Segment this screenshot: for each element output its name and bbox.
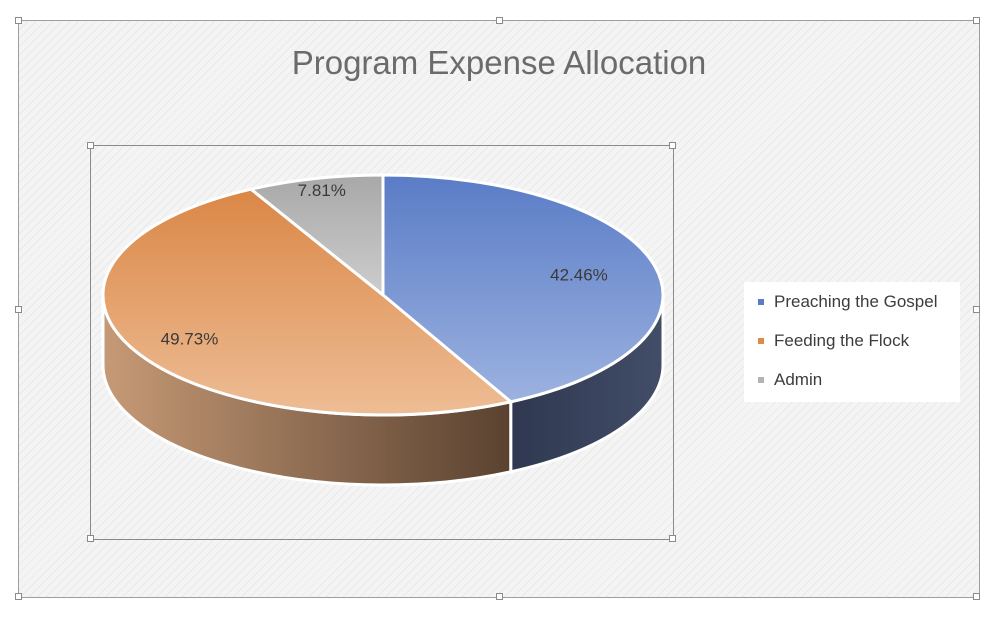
resize-handle-left[interactable] — [15, 306, 22, 313]
resize-handle-right[interactable] — [973, 306, 980, 313]
legend-swatch-admin — [758, 377, 764, 383]
plot-handle-top-right[interactable] — [669, 142, 676, 149]
resize-handle-top-left[interactable] — [15, 17, 22, 24]
legend[interactable]: Preaching the Gospel Feeding the Flock A… — [744, 282, 960, 402]
data-label-preaching-the-gospel: 42.46% — [550, 266, 608, 285]
resize-handle-top-right[interactable] — [973, 17, 980, 24]
resize-handle-bottom-left[interactable] — [15, 593, 22, 600]
legend-label-admin: Admin — [774, 370, 823, 389]
data-label-admin: 7.81% — [298, 181, 346, 200]
resize-handle-top[interactable] — [496, 17, 503, 24]
resize-handle-bottom[interactable] — [496, 593, 503, 600]
pie-slice-admin[interactable] — [249, 173, 385, 297]
legend-item-admin[interactable]: Admin — [758, 368, 822, 392]
legend-swatch-feeding-the-flock — [758, 338, 764, 344]
legend-label-feeding-the-flock: Feeding the Flock — [774, 331, 910, 350]
resize-handle-bottom-right[interactable] — [973, 593, 980, 600]
plot-handle-top-left[interactable] — [87, 142, 94, 149]
plot-handle-bottom-right[interactable] — [669, 535, 676, 542]
legend-item-feeding-the-flock[interactable]: Feeding the Flock — [758, 329, 909, 353]
data-label-feeding-the-flock: 49.73% — [161, 329, 219, 348]
legend-item-preaching-the-gospel[interactable]: Preaching the Gospel — [758, 290, 938, 314]
chart-title: Program Expense Allocation — [291, 44, 707, 81]
plot-handle-bottom-left[interactable] — [87, 535, 94, 542]
pie-slice-feeding-the-flock[interactable] — [101, 187, 513, 417]
legend-swatch-preaching-the-gospel — [758, 299, 764, 305]
legend-label-preaching-the-gospel: Preaching the Gospel — [774, 292, 938, 311]
pie-slice-preaching-the-gospel[interactable] — [381, 173, 665, 404]
plot-area[interactable] — [87, 142, 676, 542]
